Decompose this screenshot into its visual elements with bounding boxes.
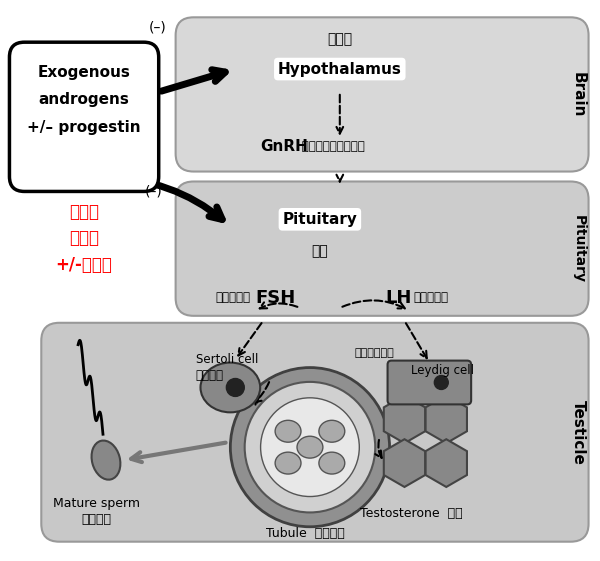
Text: Leydig cell: Leydig cell (412, 364, 475, 377)
Polygon shape (384, 439, 425, 487)
Text: 支持细胞: 支持细胞 (196, 369, 224, 382)
FancyBboxPatch shape (176, 182, 589, 316)
Ellipse shape (275, 420, 301, 442)
Text: LH: LH (385, 289, 412, 307)
Text: Testicle: Testicle (571, 400, 586, 465)
Ellipse shape (226, 379, 244, 397)
Text: 成熟精子: 成熟精子 (81, 513, 111, 526)
Ellipse shape (200, 362, 260, 412)
Text: 黄体生成素: 黄体生成素 (413, 291, 448, 305)
FancyBboxPatch shape (176, 17, 589, 172)
Ellipse shape (275, 452, 301, 474)
FancyBboxPatch shape (388, 361, 471, 404)
Text: Tubule  曲细精管: Tubule 曲细精管 (266, 527, 344, 540)
Text: Pituitary: Pituitary (572, 215, 586, 283)
Text: 促性腺激素释放激素: 促性腺激素释放激素 (298, 140, 365, 153)
Text: 外源性: 外源性 (69, 204, 99, 222)
Text: GnRH: GnRH (260, 139, 308, 154)
Text: 垂体: 垂体 (311, 244, 328, 258)
Circle shape (245, 382, 375, 512)
Text: Sertoli cell: Sertoli cell (196, 353, 258, 366)
Polygon shape (425, 396, 467, 443)
Text: 美丸间质细胞: 美丸间质细胞 (355, 348, 394, 358)
Text: 卵泡刺激素: 卵泡刺激素 (215, 291, 250, 305)
Ellipse shape (434, 375, 448, 389)
Text: FSH: FSH (255, 289, 295, 307)
Polygon shape (425, 439, 467, 487)
Text: Hypothalamus: Hypothalamus (278, 62, 402, 76)
Text: Exogenous: Exogenous (38, 65, 131, 80)
Text: Testosterone  美酮: Testosterone 美酮 (360, 507, 463, 521)
Text: Mature sperm: Mature sperm (53, 498, 140, 511)
Text: androgens: androgens (38, 93, 130, 107)
FancyBboxPatch shape (10, 42, 159, 191)
Text: +/– progestin: +/– progestin (27, 120, 141, 135)
Text: Brain: Brain (571, 72, 586, 117)
Circle shape (230, 367, 389, 527)
Polygon shape (384, 396, 425, 443)
Text: (–): (–) (145, 185, 163, 199)
Text: +/-孕激素: +/-孕激素 (56, 256, 113, 274)
Ellipse shape (92, 440, 121, 480)
Ellipse shape (319, 420, 345, 442)
Text: (–): (–) (149, 20, 167, 34)
Circle shape (260, 398, 359, 496)
Ellipse shape (319, 452, 345, 474)
Text: Pituitary: Pituitary (283, 212, 358, 227)
Ellipse shape (297, 436, 323, 458)
Text: 下丘脑: 下丘脑 (327, 32, 352, 46)
FancyBboxPatch shape (41, 323, 589, 542)
Text: 雄激素: 雄激素 (69, 229, 99, 247)
